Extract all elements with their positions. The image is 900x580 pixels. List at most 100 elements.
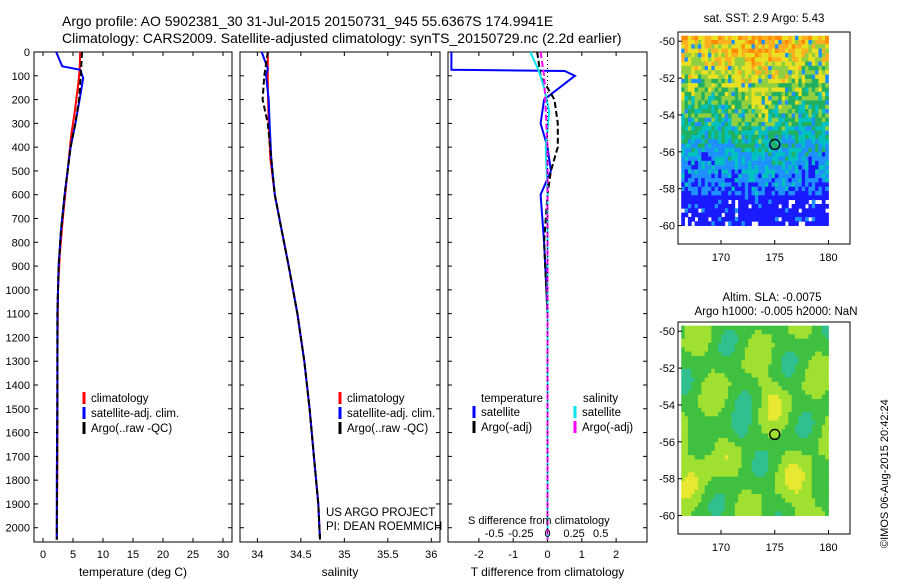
- map-cell: [761, 70, 766, 75]
- map-cell: [761, 48, 766, 54]
- map-cell: [731, 463, 736, 469]
- map-cell: [687, 87, 692, 93]
- map-cell: [774, 212, 779, 218]
- map-cell: [741, 493, 746, 499]
- depth-tick-label: 200: [12, 95, 30, 107]
- map-cell: [711, 216, 716, 222]
- map-cell: [774, 442, 779, 447]
- map-cell: [771, 459, 776, 465]
- map-cell: [808, 412, 813, 417]
- map-cell: [701, 165, 706, 170]
- map-cell: [751, 355, 756, 361]
- map-cell: [748, 334, 752, 340]
- map-cell: [694, 147, 699, 153]
- map-cell: [805, 143, 809, 149]
- map-cell: [731, 139, 736, 144]
- map-cell: [771, 368, 776, 374]
- map-cell: [754, 195, 759, 201]
- map-cell: [684, 191, 689, 196]
- map-cell: [801, 386, 806, 391]
- map-cell: [748, 199, 752, 205]
- map-cell: [815, 420, 819, 426]
- map-cell: [751, 342, 756, 348]
- map-cell: [748, 485, 752, 491]
- map-cell: [808, 364, 813, 370]
- map-cell: [784, 83, 789, 88]
- map-cell: [781, 182, 786, 188]
- map-cell: [731, 147, 736, 153]
- map-cell: [815, 117, 819, 123]
- map-cell: [731, 429, 736, 434]
- map-cell: [754, 156, 759, 162]
- map-cell: [741, 91, 746, 97]
- map-cell: [798, 381, 803, 387]
- map-cell: [708, 182, 712, 188]
- map-cell: [795, 433, 799, 439]
- map-cell: [791, 502, 796, 508]
- map-cell: [825, 403, 829, 409]
- map-cell: [764, 377, 769, 383]
- map-cell: [815, 216, 819, 222]
- map-cell: [694, 152, 699, 157]
- map-cell: [714, 65, 719, 71]
- map-cell: [774, 450, 779, 456]
- map-cell: [768, 342, 772, 348]
- map-cell: [811, 122, 816, 127]
- map-cell: [701, 334, 706, 340]
- map-cell: [738, 122, 742, 127]
- map-cell: [681, 199, 685, 205]
- map-cell: [681, 399, 685, 404]
- map-cell: [691, 122, 696, 127]
- map-cell: [708, 109, 712, 114]
- map-cell: [771, 70, 776, 75]
- map-cell: [721, 364, 726, 370]
- map-cell: [741, 130, 746, 136]
- map-cell: [744, 186, 749, 192]
- map-cell: [758, 437, 762, 443]
- map-cell: [731, 134, 736, 140]
- map-cell: [721, 442, 726, 447]
- x-tick-label: 34.5: [290, 549, 311, 561]
- map-cell: [795, 511, 799, 516]
- map-cell: [694, 373, 699, 378]
- map-cell: [768, 381, 772, 387]
- map-cell: [788, 195, 793, 201]
- map-cell: [808, 407, 813, 413]
- map-cell: [748, 191, 752, 196]
- map-cell: [791, 152, 796, 157]
- map-cell: [728, 489, 732, 495]
- map-cell: [734, 489, 739, 495]
- map-cell: [721, 91, 726, 97]
- map-cell: [815, 442, 819, 447]
- map-cell: [684, 424, 689, 430]
- map-cell: [758, 403, 762, 409]
- map-cell: [748, 169, 752, 175]
- map-cell: [768, 147, 772, 153]
- map-cell: [778, 429, 783, 434]
- map-cell: [778, 122, 783, 127]
- map-cell: [734, 325, 739, 331]
- map-cell: [724, 485, 729, 491]
- map-cell: [754, 216, 759, 222]
- map-cell: [724, 511, 729, 516]
- map-cell: [718, 78, 722, 84]
- map-cell: [778, 169, 783, 175]
- map-cell: [684, 450, 689, 456]
- map-cell: [708, 130, 712, 136]
- map-cell: [764, 156, 769, 162]
- map-cell: [687, 424, 692, 430]
- s-axis-label: S difference from climatology: [468, 515, 610, 527]
- map-cell: [691, 143, 696, 149]
- map-cell: [801, 203, 806, 209]
- map-cell: [774, 325, 779, 331]
- map-cell: [784, 208, 789, 214]
- map-cell: [734, 481, 739, 486]
- map-cell: [724, 342, 729, 348]
- map-cell: [734, 182, 739, 188]
- map-cell: [771, 191, 776, 196]
- map-cell: [771, 160, 776, 166]
- map-cell: [751, 191, 756, 196]
- map-cell: [734, 412, 739, 417]
- map-cell: [718, 437, 722, 443]
- map-cell: [731, 160, 736, 166]
